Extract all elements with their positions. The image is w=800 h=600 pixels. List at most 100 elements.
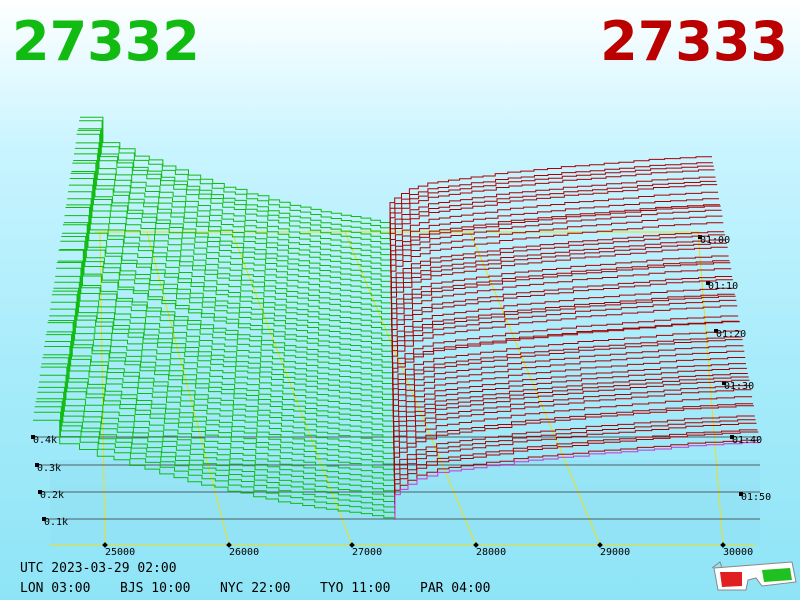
ask-depth-line [392, 321, 740, 397]
time-label: 01:00 [700, 235, 730, 246]
volume-label: 0.3k [37, 463, 61, 474]
ask-depth-line [390, 204, 720, 274]
price-label: 30000 [723, 547, 753, 558]
utc-time: UTC 2023-03-29 02:00 [20, 561, 177, 576]
ask-depth-line [394, 442, 760, 520]
floor-fill [50, 460, 760, 545]
ask-depth-line [393, 379, 750, 456]
time-label: 01:20 [716, 329, 746, 340]
bid-depth-line [79, 120, 391, 231]
bid-depth-line [41, 363, 395, 467]
bid-price: 27332 [12, 10, 200, 73]
bid-depth-line [56, 262, 393, 370]
ask-depth-line [391, 260, 730, 333]
tick-dot [42, 517, 46, 521]
bid-depth-line [50, 308, 394, 413]
ask-depth-line [390, 215, 723, 290]
ask-depth-line [392, 339, 743, 413]
bid-depth-line [75, 142, 391, 252]
price-label: 25000 [105, 547, 135, 558]
bid-depth-line [46, 331, 394, 435]
bid-depth-line [71, 171, 392, 279]
3d-glasses-toggle[interactable] [711, 561, 797, 591]
bid-depth-line [47, 322, 394, 429]
bid-depth-line [48, 320, 394, 424]
tick-dot [38, 490, 42, 494]
price-grid-line [146, 231, 230, 546]
city-clock: LON 03:00 [20, 581, 90, 596]
ask-depth-line [393, 376, 749, 451]
tick-dot [706, 281, 710, 285]
bid-depth-line [60, 240, 393, 349]
ask-depth-line [394, 422, 757, 499]
bid-depth-line [65, 207, 392, 317]
bid-depth-line [42, 357, 395, 461]
price-grid-line [697, 231, 724, 546]
bid-depth-line [39, 374, 395, 478]
bid-depth-line [33, 411, 396, 515]
time-label: 01:30 [724, 381, 754, 392]
ask-depth-line [390, 222, 724, 295]
tick-dot [730, 435, 734, 439]
ask-depth-line [394, 415, 755, 488]
bid-depth-line [43, 354, 395, 456]
time-label: 01:10 [708, 281, 738, 292]
bid-depth-line [49, 315, 394, 419]
ask-depth-line [394, 419, 756, 494]
bid-depth-line [74, 153, 392, 263]
tick-dot [722, 381, 726, 385]
ask-depth-line [390, 231, 725, 301]
ask-depth-line [393, 367, 747, 440]
bid-depth-line [78, 128, 391, 236]
ask-depth-line [391, 246, 728, 322]
ask-depth-line [390, 205, 721, 279]
bid-depth-line [80, 116, 391, 225]
depth-lines [33, 116, 760, 520]
tick-dot [35, 463, 39, 467]
bid-depth-line [33, 419, 396, 520]
bid-depth-line [45, 334, 395, 440]
bid-depth-line [68, 191, 392, 301]
bid-depth-line [70, 172, 392, 284]
tick-dot [473, 542, 479, 548]
ask-depth-line [390, 234, 726, 306]
bid-depth-line [73, 160, 392, 268]
tick-dot [739, 492, 743, 496]
price-label: 29000 [600, 547, 630, 558]
tick-dot [102, 542, 108, 548]
ask-depth-line [394, 439, 760, 515]
bid-depth-line [61, 236, 393, 343]
bid-depth-line [66, 204, 392, 311]
ask-depth-line [391, 268, 732, 343]
ask-depth-line [392, 295, 736, 370]
ask-depth-line [389, 162, 713, 231]
bid-depth-line [35, 401, 396, 504]
bid-depth-line [56, 267, 393, 376]
bid-depth-line [37, 391, 395, 494]
ask-depth-line [393, 396, 753, 472]
ask-depth-line [390, 198, 719, 268]
ask-depth-line [390, 180, 717, 252]
bid-depth-line [36, 398, 396, 499]
city-clock: PAR 04:00 [420, 581, 490, 596]
ask-price: 27333 [600, 10, 788, 73]
ask-depth-line [393, 403, 753, 478]
bid-depth-line [77, 129, 391, 242]
axis-labels: 25000 26000 27000 28000 29000 30000 0.4k 0.3k 0.… [33, 235, 771, 558]
bid-depth-line [74, 147, 391, 258]
tick-dot [597, 542, 603, 548]
bid-depth-line [59, 249, 393, 354]
bid-depth-line [69, 178, 392, 290]
ask-depth-line [389, 169, 715, 242]
tick-dot [31, 435, 35, 439]
ask-depth-line [393, 389, 752, 467]
bid-depth-line [52, 290, 394, 397]
tick-dot [349, 542, 355, 548]
ask-depth-line [389, 156, 712, 225]
ask-depth-line [392, 350, 745, 424]
ask-depth-line [389, 176, 716, 247]
ask-depth-line [391, 255, 729, 327]
ask-depth-line [392, 330, 741, 402]
